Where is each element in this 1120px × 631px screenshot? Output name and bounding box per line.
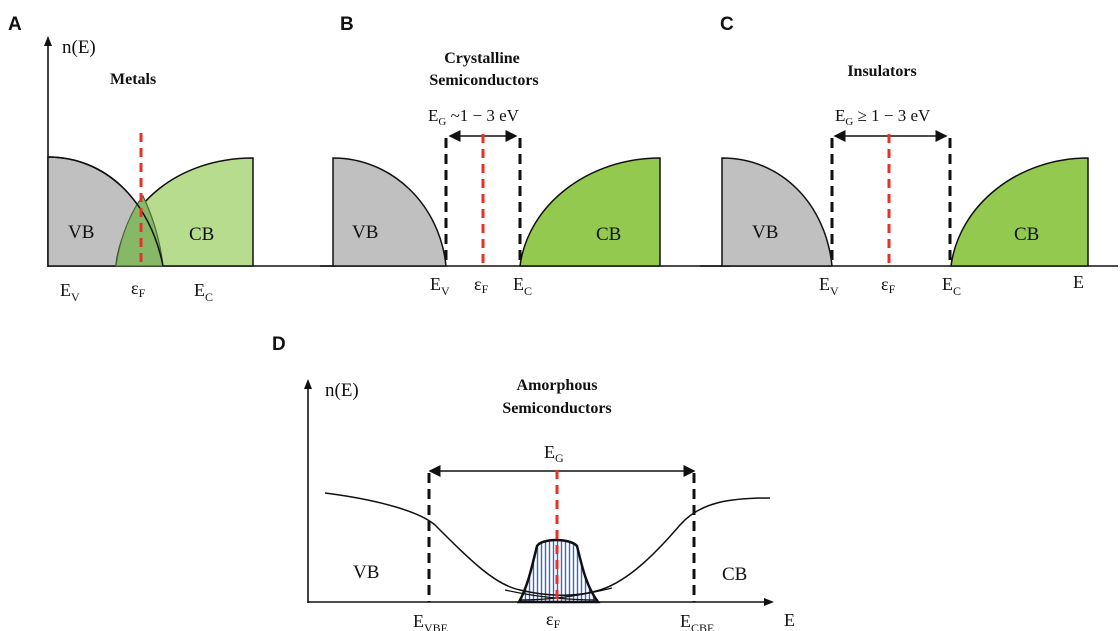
panel-a-ec-label: EC [194,280,213,304]
panel-c-letter: C [720,14,734,35]
panel-c-vb-label: VB [752,222,778,243]
panel-d-title-line1: Amorphous [517,377,598,394]
panel-b: B Crystalline Semiconductors EG ~1 − 3 e… [320,14,730,298]
panel-c-vb-band [721,157,833,267]
panel-d-cb-label: CB [722,564,747,585]
panel-c-ec-label: EC [942,274,961,298]
panel-b-vb-label: VB [352,222,378,243]
panel-b-letter: B [340,14,354,35]
panel-c-cb-band [950,157,1089,267]
panel-b-cb-band [519,157,661,267]
panel-d: D n(E) Amorphous Semiconductors EG VB CB… [272,334,795,631]
panel-c-xlabel: E [1073,272,1084,292]
panel-a-vb-label: VB [68,222,94,243]
panel-d-title-line2: Semiconductors [502,400,611,417]
panel-a-ef-label: εF [131,278,146,300]
panel-d-x-arrow [764,598,774,606]
panel-a-cb-label: CB [189,224,214,245]
panel-d-letter: D [272,334,286,355]
panel-a-y-arrow [44,36,52,46]
panel-c-ef-label: εF [881,274,896,296]
panel-d-evbe-label: EVBE [413,611,448,631]
panel-c-title: Insulators [847,63,916,80]
panel-b-ev-label: EV [430,274,450,298]
panel-a: A n(E) Metals VB CB EV εF EC [8,14,335,304]
panel-b-vb-band [332,157,447,267]
panel-b-ec-label: EC [513,274,532,298]
panel-d-y-arrow [304,379,312,389]
panel-d-xlabel: E [784,610,795,630]
panel-a-ylabel: n(E) [62,37,96,58]
panel-d-dos-curve [324,492,771,596]
panel-d-vb-label: VB [353,562,379,583]
panel-c-ev-label: EV [819,274,839,298]
panel-c-cb-label: CB [1014,224,1039,245]
panel-a-letter: A [8,14,22,35]
panel-d-ef-label: εF [546,609,561,631]
panel-b-title-line1: Crystalline [444,50,520,67]
panel-d-ylabel: n(E) [325,380,359,401]
panel-b-gap-label: EG ~1 − 3 eV [428,106,520,128]
panel-b-cb-label: CB [596,224,621,245]
panel-a-ev-label: EV [60,280,80,304]
panel-b-title-line2: Semiconductors [429,72,538,89]
panel-d-gap-label: EG [544,442,564,465]
panel-a-title: Metals [110,71,156,88]
panel-c: C Insulators EG ≥ 1 − 3 eV VB CB EV εF E… [700,14,1118,298]
panel-d-ecbe-label: ECBE [680,611,714,631]
panel-b-ef-label: εF [474,274,489,296]
panel-d-defect-states [516,538,601,604]
panel-c-gap-label: EG ≥ 1 − 3 eV [835,106,931,128]
panel-d-tail-cb [519,587,613,601]
